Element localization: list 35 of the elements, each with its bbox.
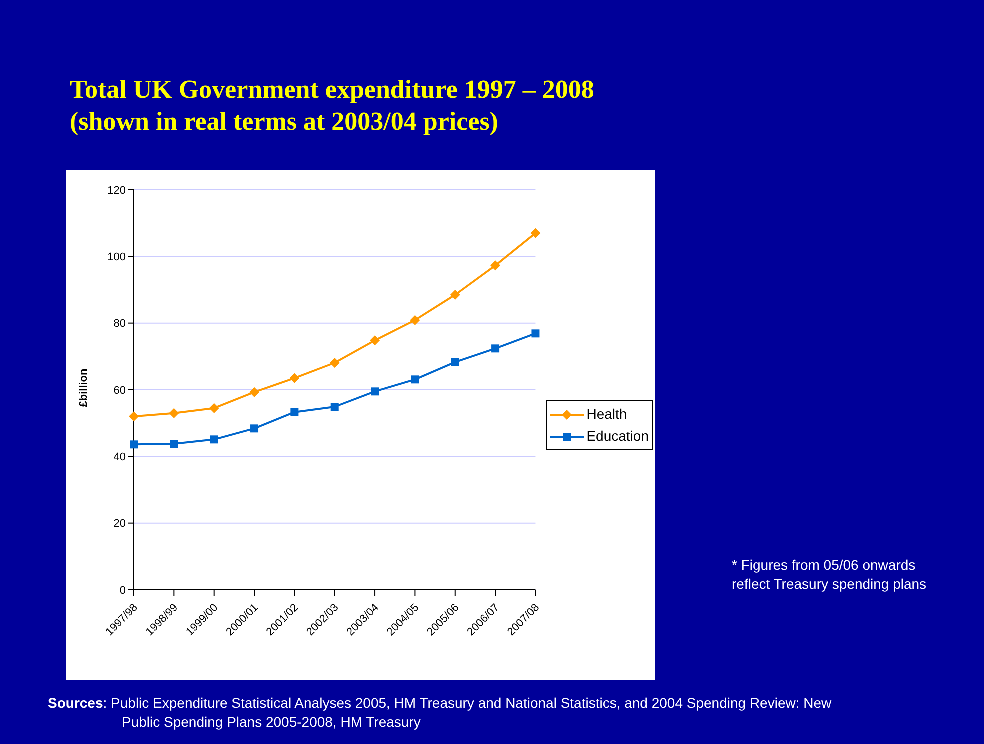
point (370, 336, 380, 346)
y-tick-label: 40 (114, 452, 126, 464)
point (371, 388, 380, 396)
point (170, 440, 178, 448)
text: * Figures from 05/06 onwards reflect Treasury spending plans (732, 556, 928, 594)
y-tick-label: 120 (108, 184, 126, 197)
y-axis-title: £billion (78, 368, 90, 410)
point (250, 387, 260, 398)
legend-label: Health (586, 405, 628, 424)
point (330, 358, 340, 368)
point (411, 376, 420, 384)
point (490, 260, 501, 271)
source-note: Sources: Public Expenditure Statistical Analyses 2005, HM Treasury and National Statistics, and 2004 Spending Review: New Public Spending Plans 2005-2008, HM Treasury (48, 694, 833, 732)
point (129, 412, 139, 422)
point (290, 373, 300, 384)
y-tick-label: 0 (120, 584, 126, 597)
point (210, 436, 218, 444)
y-tick-label: 60 (114, 384, 126, 397)
point (250, 424, 259, 433)
point (410, 315, 420, 326)
y-tick-label: 20 (114, 518, 126, 530)
legend-label: Education (586, 427, 649, 446)
point (130, 440, 138, 449)
point (451, 358, 460, 366)
point (450, 290, 460, 300)
point (492, 344, 500, 353)
y-tick-label: 80 (114, 318, 126, 330)
point (330, 403, 339, 411)
y-tick-label: 100 (108, 252, 126, 264)
point (169, 408, 180, 418)
point (532, 330, 540, 338)
point (290, 408, 299, 416)
chart-title: Total UK Government expenditure 1997 – 2008 (shown in real terms at 2003/04 prices) (70, 74, 594, 138)
point (530, 228, 541, 238)
point (209, 403, 220, 414)
